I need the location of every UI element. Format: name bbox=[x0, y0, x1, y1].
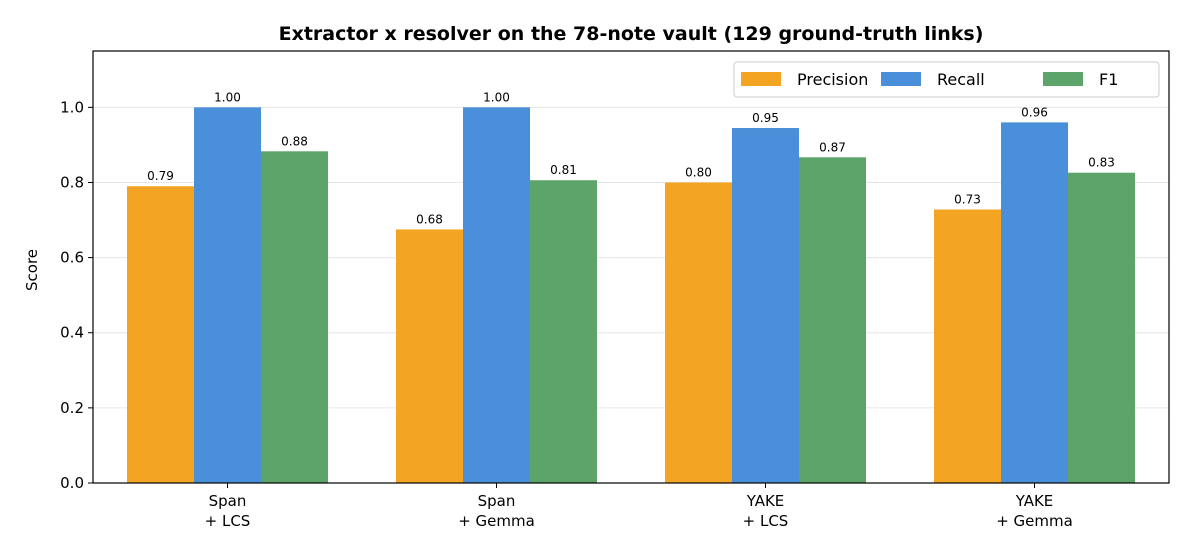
y-tick-label: 1.0 bbox=[60, 98, 84, 116]
x-axis: Span + LCS Span + Gemma YAKE + LCS YAKE + Gemma bbox=[205, 483, 1073, 530]
data-label: 0.79 bbox=[147, 169, 174, 183]
x-tick-label: YAKE bbox=[1015, 492, 1054, 510]
y-tick-label: 0.8 bbox=[60, 173, 84, 191]
bar bbox=[530, 180, 597, 483]
plot-frame bbox=[92, 50, 1170, 484]
bar bbox=[1068, 172, 1135, 483]
legend-swatch bbox=[1043, 72, 1083, 86]
bar bbox=[463, 107, 530, 483]
bar bbox=[934, 209, 1001, 484]
legend-swatch bbox=[741, 72, 781, 86]
bar bbox=[194, 107, 261, 483]
bar bbox=[261, 151, 328, 483]
y-axis-label: Score bbox=[23, 249, 41, 291]
x-tick-label: Span bbox=[478, 492, 516, 510]
bars bbox=[127, 107, 1135, 484]
y-axis: 0.0 0.2 0.4 0.6 0.8 1.0 bbox=[60, 98, 93, 492]
bar bbox=[665, 182, 732, 483]
bar bbox=[396, 229, 463, 483]
x-tick-label: + LCS bbox=[205, 512, 251, 530]
data-label: 0.83 bbox=[1088, 156, 1115, 170]
x-tick-label: YAKE bbox=[746, 492, 785, 510]
legend-label: Recall bbox=[937, 70, 985, 89]
data-label: 0.68 bbox=[416, 212, 443, 226]
data-label: 0.95 bbox=[752, 111, 779, 125]
data-label: 0.80 bbox=[685, 165, 712, 179]
legend-label: Precision bbox=[797, 70, 868, 89]
data-label: 1.00 bbox=[483, 90, 510, 104]
x-tick-label: Span bbox=[209, 492, 247, 510]
data-labels: 0.79 1.00 0.88 0.68 1.00 0.81 0.80 0.95 0.87 0.73… bbox=[147, 90, 1115, 226]
data-label: 0.96 bbox=[1021, 105, 1048, 119]
legend-box bbox=[733, 61, 1160, 98]
x-tick-label: + LCS bbox=[743, 512, 789, 530]
data-label: 1.00 bbox=[214, 90, 241, 104]
x-tick-label: + Gemma bbox=[996, 512, 1073, 530]
y-tick-label: 0.4 bbox=[60, 324, 84, 342]
y-tick-label: 0.6 bbox=[60, 249, 84, 267]
chart-title: Extractor x resolver on the 78-note vaul… bbox=[279, 23, 984, 45]
legend-label: F1 bbox=[1099, 70, 1118, 89]
y-tick-label: 0.2 bbox=[60, 399, 84, 417]
data-label: 0.87 bbox=[819, 140, 846, 154]
data-label: 0.88 bbox=[281, 134, 308, 148]
y-tick-label: 0.0 bbox=[60, 474, 84, 492]
legend: Precision Recall F1 bbox=[733, 61, 1160, 98]
bar bbox=[799, 157, 866, 483]
bar bbox=[1001, 122, 1068, 484]
data-label: 0.73 bbox=[954, 193, 981, 207]
data-label: 0.81 bbox=[550, 163, 577, 177]
x-tick-label: + Gemma bbox=[458, 512, 535, 530]
bar bbox=[127, 186, 194, 483]
legend-swatch bbox=[881, 72, 921, 86]
bar bbox=[732, 128, 799, 483]
